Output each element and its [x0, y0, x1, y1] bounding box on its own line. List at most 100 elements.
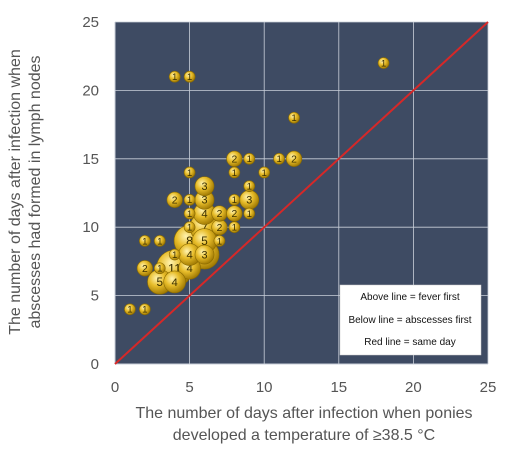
bubble-point: 2	[226, 205, 243, 222]
bubble-count-label: 1	[187, 209, 192, 220]
x-axis-title-line-1: The number of days after infection when …	[135, 405, 472, 422]
bubble-point: 1	[243, 180, 256, 193]
legend-background	[339, 284, 482, 356]
bubble-point: 2	[166, 191, 183, 208]
bubble-point: 1	[153, 262, 166, 275]
bubbles: 1187755444433332222222111111111111111111…	[124, 57, 390, 316]
bubble	[258, 166, 271, 179]
same-day-reference-line	[114, 21, 489, 365]
x-tick-label-0: 0	[111, 379, 119, 396]
bubble-point: 1	[228, 194, 241, 206]
x-tick-label-5: 25	[480, 379, 497, 396]
bubble	[194, 244, 215, 265]
bubble-count-label: 8	[186, 234, 193, 248]
bubble	[228, 221, 241, 233]
bubble-count-label: 2	[231, 154, 237, 165]
bubble-count-label: 1	[276, 154, 281, 165]
bubble	[153, 262, 166, 275]
x-tick-label-4: 20	[405, 379, 422, 396]
bubble	[243, 180, 256, 192]
bubble-count-label: 2	[291, 154, 297, 165]
bubble-point: 3	[194, 176, 215, 196]
bubble-point: 1	[243, 153, 256, 165]
bubble	[153, 235, 166, 247]
bubble-point: 1	[183, 70, 196, 83]
bubble-count-label: 2	[217, 209, 223, 220]
bubble-count-label: 1	[157, 236, 162, 247]
bubble-count-label: 5	[157, 276, 164, 289]
bubble-point: 1	[183, 207, 196, 220]
bubble	[228, 194, 241, 206]
bubble	[183, 221, 196, 233]
bubble-point: 2	[136, 260, 153, 277]
x-axis-title-line-2: developed a temperature of ≥38.5 °C	[173, 427, 435, 444]
y-tick-label-2: 10	[82, 219, 99, 236]
bubble	[139, 235, 151, 247]
bubble	[139, 303, 151, 316]
bubble	[213, 235, 226, 247]
bubble	[273, 153, 285, 165]
bubble	[226, 205, 243, 222]
bubble-point: 1	[124, 303, 136, 316]
legend-entry-redline: Red line = same day	[364, 337, 455, 348]
bubble	[183, 194, 196, 206]
bubble-count-label: 3	[246, 195, 252, 207]
bubble-point: 1	[168, 70, 181, 83]
bubble-count-label: 2	[217, 223, 223, 234]
bubble	[377, 57, 390, 69]
bubble-point: 2	[285, 150, 303, 167]
grid-lines	[115, 21, 489, 364]
y-axis-title-line-1: The number of days after infection when	[7, 49, 24, 335]
bubble-count-label: 1	[247, 154, 252, 165]
bubble-count-label: 4	[186, 250, 192, 262]
axes	[114, 22, 488, 365]
bubble-point: 1	[183, 221, 196, 234]
bubble-count-label: 3	[202, 195, 208, 207]
bubble-count-label: 4	[172, 277, 178, 289]
bubble-point: 1	[213, 235, 226, 247]
bubble	[183, 166, 196, 179]
bubble-count-label: 1	[172, 72, 177, 83]
bubble-point: 1	[168, 248, 181, 261]
bubble	[228, 166, 241, 179]
bubble-count-label: 1	[172, 250, 177, 261]
bubble-count-label: 1	[187, 223, 192, 234]
bubble-count-label: 2	[231, 209, 237, 220]
bubble-point: 1	[228, 166, 241, 179]
bubble-count-label: 4	[186, 263, 192, 275]
bubble	[226, 150, 243, 167]
bubble-point: 3	[194, 244, 215, 265]
bubble-count-label: 1	[157, 264, 162, 275]
y-axis-title-line-2: abscesses had formed in lymph nodes	[27, 55, 44, 328]
bubble	[183, 207, 196, 220]
y-tick-label-1: 5	[91, 288, 99, 305]
bubble-point: 2	[211, 219, 228, 236]
bubble-point: 1	[377, 57, 390, 69]
bubble-count-label: 1	[187, 168, 192, 179]
bubble-point: 1	[258, 166, 271, 179]
bubble-point: 1	[139, 235, 151, 247]
bubble-point: 1	[273, 153, 285, 165]
bubble-count-label: 1	[217, 236, 222, 247]
bubble-count-label: 2	[172, 195, 178, 206]
bubble	[243, 153, 256, 165]
bubble-count-label: 5	[201, 235, 208, 248]
bubble-count-label: 1	[187, 195, 192, 206]
bubble-point: 1	[153, 235, 166, 247]
y-tick-label-4: 20	[82, 82, 99, 99]
bubble-count-label: 1	[247, 182, 252, 193]
bubble-point: 1	[228, 221, 241, 234]
legend-entry-above: Above line = fever first	[360, 292, 459, 303]
x-tick-label-2: 10	[256, 379, 273, 396]
bubble-count-label: 1	[381, 58, 386, 69]
bubble-count-label: 1	[262, 168, 267, 179]
bubble	[194, 176, 215, 196]
y-tick-label-3: 15	[82, 151, 99, 168]
x-tick-label-3: 15	[330, 379, 347, 396]
bubble-count-label: 1	[187, 72, 192, 83]
bubble	[183, 70, 196, 83]
bubble-count-label: 1	[142, 305, 147, 316]
bubble-point: 4	[163, 270, 186, 294]
bubble-count-label: 1	[127, 305, 132, 316]
